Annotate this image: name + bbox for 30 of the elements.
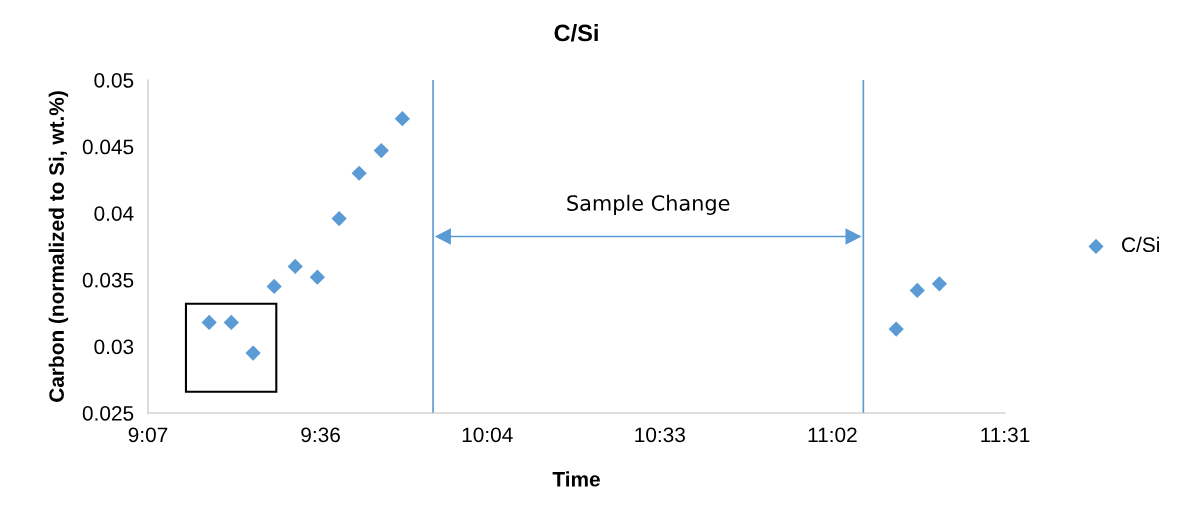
point: [201, 314, 217, 331]
point: [287, 258, 303, 275]
y-tick-label: 0.045: [82, 139, 134, 155]
chart-title: C/Si: [554, 24, 598, 42]
annotation: Sample Change: [567, 194, 730, 215]
point: [309, 269, 325, 285]
x-tick-label: 9:07: [128, 427, 168, 443]
point: [351, 165, 367, 181]
point: [266, 278, 282, 295]
y-tick-label: 0.025: [82, 406, 134, 421]
point: [331, 210, 347, 227]
y-tick-label: 0.03: [94, 339, 134, 355]
point: [245, 345, 261, 361]
y-axis-title: Carbon (normalized to Si, wt.%): [48, 91, 69, 402]
point: [909, 282, 925, 299]
y-tick-label: 0.035: [82, 272, 134, 288]
x-tick-label: 11:31: [981, 427, 1030, 443]
x-tick-label: 9:36: [301, 427, 340, 443]
point: [888, 321, 904, 337]
y-tick-label: 0.04: [94, 206, 134, 221]
x-tick-label: 11:02: [808, 427, 857, 443]
x-tick-label: 10:04: [462, 427, 513, 443]
point: [373, 142, 389, 159]
y-tick-label: 0.05: [94, 73, 134, 88]
point: [223, 314, 239, 331]
x-axis-title: Time: [552, 471, 600, 487]
legend-label: C/Si: [1122, 236, 1159, 253]
x-tick-label: 10:33: [635, 427, 685, 443]
point: [394, 111, 410, 127]
point: [931, 276, 948, 292]
